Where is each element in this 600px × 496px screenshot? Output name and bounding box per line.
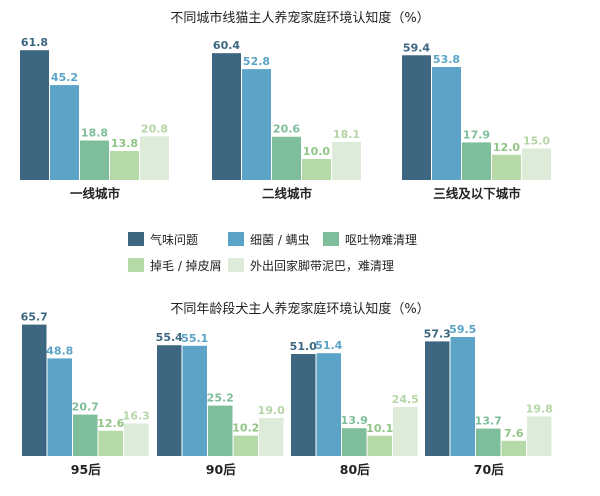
chart2-value-label-1-5: 16.3 [123,409,150,422]
legend-swatch-4 [128,258,144,272]
chart2-value-label-3-2: 51.4 [315,339,342,352]
chart2-bar-2-3 [208,405,233,456]
chart1-value-label-2-2: 52.8 [243,55,270,68]
chart2-value-label-3-4: 10.1 [366,422,393,435]
chart1-bar-1-2 [50,85,79,180]
legend-label-5: 外出回家脚带泥巴，难清理 [250,258,394,273]
chart2-bar-2-1 [157,345,182,456]
chart1-bar-2-3 [272,136,301,180]
chart1-value-label-2-1: 60.4 [213,39,240,52]
chart2-bar-2-4 [233,435,258,456]
chart1-value-label-3-1: 59.4 [403,41,430,54]
chart2-value-label-2-2: 55.1 [181,332,208,345]
chart2-value-label-1-1: 65.7 [21,311,48,324]
chart2-category-2: 90后 [206,462,236,477]
chart1-bar-1-1 [20,50,49,180]
legend-label-4: 掉毛 / 掉皮屑 [150,259,222,273]
legend-swatch-1 [128,232,144,246]
legend-swatch-2 [228,232,244,246]
chart2-value-label-1-4: 12.6 [97,417,124,430]
chart1-title: 不同城市线猫主人养宠家庭环境认知度（%） [170,10,429,26]
chart2-category-3: 80后 [340,462,370,477]
chart1-bar-1-5 [140,136,169,180]
chart2-bar-3-2 [316,353,341,456]
chart1-bar-3-1 [402,55,431,181]
chart2-bar-3-5 [393,407,418,456]
chart2-bar-3-3 [342,428,367,456]
chart2-bar-4-3 [476,428,501,456]
chart2-bar-1-4 [98,430,123,456]
chart1-bar-2-5 [332,141,361,180]
chart1-bar-3-3 [462,142,491,180]
legend-swatch-3 [323,232,339,246]
chart2-value-label-4-1: 57.3 [424,327,451,340]
chart2-bar-2-2 [182,345,207,456]
chart2-bar-1-2 [47,358,72,456]
chart2-value-label-4-2: 59.5 [449,323,476,336]
chart2-value-label-2-1: 55.4 [156,331,183,344]
chart2-value-label-2-5: 19.0 [258,404,285,417]
chart1-category-3: 三线及以下城市 [433,186,521,201]
chart2-bar-4-5 [527,416,552,456]
chart1-value-label-1-4: 13.8 [111,137,138,150]
chart2-value-label-3-1: 51.0 [290,340,317,353]
chart2-value-label-3-3: 13.9 [341,414,368,427]
chart1-bar-2-4 [302,159,331,180]
chart2-bar-1-5 [124,423,149,456]
chart2-value-label-2-3: 25.2 [207,392,234,405]
legend-swatch-5 [228,258,244,272]
legend-label-3: 呕吐物难清理 [345,233,417,247]
chart2-plot: 65.7 48.8 20.7 12.616.3 55.455.1 25.2 10.2 19.0… [21,311,553,456]
chart1-category-labels: 一线城市 二线城市 三线及以下城市 [70,186,521,201]
chart1-category-2: 二线城市 [262,186,313,201]
legend-label-2: 细菌 / 螨虫 [250,233,310,247]
chart1-bar-3-5 [522,148,551,180]
chart2-value-label-3-5: 24.5 [392,393,419,406]
chart1-bar-2-2 [242,69,271,180]
chart2-bar-4-4 [501,440,526,456]
chart2-category-1: 95后 [71,462,101,477]
chart2-value-label-1-3: 20.7 [72,401,99,414]
chart1-value-label-2-4: 10.0 [303,145,330,158]
chart2-category-4: 70后 [474,462,504,477]
chart1-value-label-1-3: 18.8 [81,127,108,140]
chart1-value-label-3-3: 17.9 [463,128,490,141]
chart2-value-label-4-4: 7.6 [504,427,524,440]
chart1-category-1: 一线城市 [70,186,121,201]
chart2-bar-4-2 [450,337,475,456]
legend-label-1: 气味问题 [150,232,198,247]
chart1-bar-2-1 [212,53,241,180]
chart2-value-label-4-5: 19.8 [526,402,553,415]
chart2-bar-1-3 [73,414,98,456]
chart1-value-label-1-5: 20.8 [141,122,168,135]
chart2-value-label-1-2: 48.8 [46,344,73,357]
chart1-bar-3-4 [492,154,521,180]
chart1-bar-1-3 [80,140,109,180]
chart2-value-label-2-4: 10.2 [232,422,259,435]
chart2-bar-3-1 [291,354,316,456]
chart1-bar-1-4 [110,151,139,180]
chart2-category-labels: 95后 90后 80后 70后 [71,462,504,477]
chart2-title: 不同年龄段犬主人养宠家庭环境认知度（%） [170,301,429,317]
chart1-value-label-3-4: 12.0 [493,141,520,154]
chart2-bar-1-1 [22,324,47,456]
chart1-value-label-2-3: 20.6 [273,123,300,136]
chart2-bar-3-4 [367,435,392,456]
chart2-value-label-4-3: 13.7 [475,415,502,428]
chart1-value-label-2-5: 18.1 [333,128,360,141]
chart2-bar-2-5 [259,418,284,456]
chart1-value-label-3-5: 15.0 [523,135,550,148]
chart1-value-label-3-2: 53.8 [433,53,460,66]
chart1-value-label-1-1: 61.8 [21,36,48,49]
chart1-plot: 61.8 45.2 18.813.820.8 60.452.8 20.610.018.1… [20,36,551,181]
chart1-bar-3-2 [432,67,461,180]
chart1-value-label-1-2: 45.2 [51,71,78,84]
chart2-bar-4-1 [425,341,450,456]
